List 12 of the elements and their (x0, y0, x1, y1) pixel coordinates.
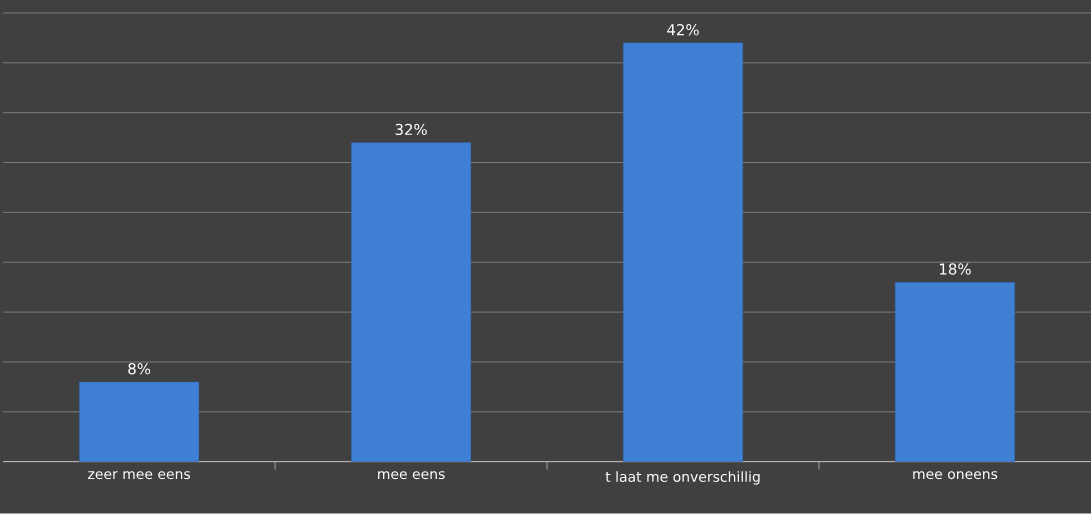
data-label: 42% (667, 24, 699, 36)
bar (894, 282, 1015, 463)
x-tick-label: mee eens (378, 471, 445, 480)
data-label: 8% (128, 363, 151, 375)
bar (79, 381, 200, 463)
data-label: 32% (395, 124, 427, 136)
bar (351, 142, 472, 463)
bar (623, 42, 744, 463)
data-label: 18% (939, 263, 971, 275)
x-tick-label: t laat me onverschillig (605, 471, 760, 485)
x-tick-label: zeer mee eens (88, 471, 191, 480)
x-tick-label: mee oneens (913, 471, 998, 480)
